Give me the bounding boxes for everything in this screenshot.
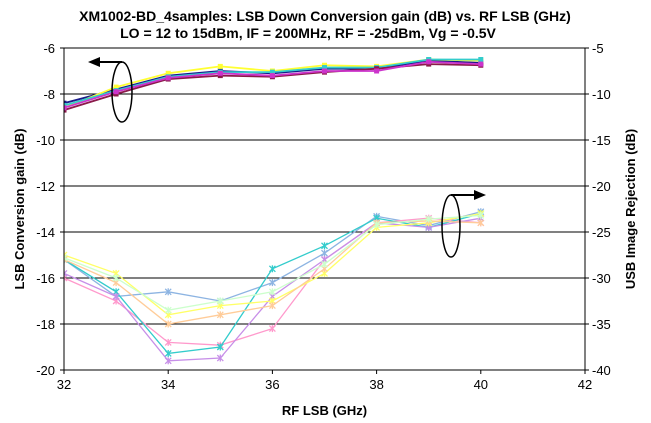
data-point (425, 215, 433, 223)
tick-labels: -6 -8 -10 -12 -14 -16 -18 -20 -5 -10 -15 -20 -25 -30 -… (36, 41, 611, 392)
x-tick-label: 40 (474, 377, 488, 392)
chart-subtitle: LO = 12 to 15dBm, IF = 200MHz, RF = -25d… (120, 25, 496, 41)
data-point (217, 63, 223, 69)
data-point (164, 288, 172, 296)
y2-tick-label: -10 (592, 87, 611, 102)
data-point (217, 70, 223, 76)
y-axis-label: LSB Conversion gain (dB) (12, 128, 27, 289)
data-point (113, 89, 119, 95)
data-point (322, 68, 327, 74)
data-point (321, 249, 328, 257)
data-point (64, 254, 68, 262)
x-tick-label: 38 (369, 377, 383, 392)
data-point (478, 61, 484, 67)
y-tick-label: -8 (43, 87, 55, 102)
y2-tick-label: -20 (592, 179, 611, 194)
y-tick-label: -6 (43, 41, 55, 56)
y-tick-label: -20 (36, 363, 55, 378)
x-tick-label: 42 (578, 377, 592, 392)
annotations (88, 57, 486, 258)
data-point (165, 75, 171, 81)
y2-axis-label: USB Image Rejection (dB) (623, 129, 638, 289)
data-point (164, 349, 172, 357)
y-tick-label: -10 (36, 133, 55, 148)
x-tick-label: 32 (57, 377, 71, 392)
data-point (164, 357, 172, 365)
data-point (477, 211, 485, 219)
data-point (321, 242, 328, 250)
data-point (374, 68, 380, 74)
data-point (164, 306, 172, 314)
data-point (112, 292, 120, 300)
data-point (216, 297, 224, 305)
data-point (478, 57, 484, 62)
data-point (268, 279, 276, 287)
data-point (216, 354, 224, 362)
series-layer (64, 57, 485, 365)
gridlines (64, 93, 585, 325)
data-point (268, 265, 276, 273)
right-axis-indicator (441, 190, 486, 258)
y2-tick-label: -15 (592, 133, 611, 148)
left-axis-indicator (88, 57, 133, 123)
y-tick-label: -18 (36, 317, 55, 332)
data-point (268, 302, 276, 310)
data-point (268, 288, 276, 296)
data-point (164, 320, 172, 328)
y2-tick-label: -40 (592, 363, 611, 378)
y-tick-label: -12 (36, 179, 55, 194)
data-point (373, 221, 381, 229)
data-point (165, 70, 171, 76)
data-point (216, 343, 224, 351)
plot-area-frame (63, 47, 586, 371)
y2-tick-label: -5 (592, 41, 604, 56)
data-point (321, 260, 328, 268)
data-point (64, 105, 67, 111)
data-point (216, 311, 224, 319)
data-point (426, 59, 432, 65)
data-point (268, 325, 276, 333)
data-point (269, 69, 275, 75)
y-tick-label: -14 (36, 225, 55, 240)
x-tick-label: 34 (161, 377, 175, 392)
y-tick-label: -16 (36, 271, 55, 286)
y2-tick-label: -25 (592, 225, 611, 240)
x-tick-label: 36 (265, 377, 279, 392)
chart-title: XM1002-BD_4samples: LSB Down Conversion … (79, 8, 571, 24)
data-point (64, 256, 68, 264)
data-point (112, 274, 120, 282)
data-point (113, 84, 119, 90)
y2-tick-label: -30 (592, 271, 611, 286)
data-point (164, 338, 172, 346)
data-point (477, 219, 485, 227)
y2-tick-label: -35 (592, 317, 611, 332)
series-line (64, 59, 481, 105)
series-line (64, 58, 481, 109)
data-point (322, 65, 327, 71)
data-point (269, 73, 275, 79)
data-point (64, 269, 68, 277)
x-axis-label: RF LSB (GHz) (282, 403, 367, 418)
